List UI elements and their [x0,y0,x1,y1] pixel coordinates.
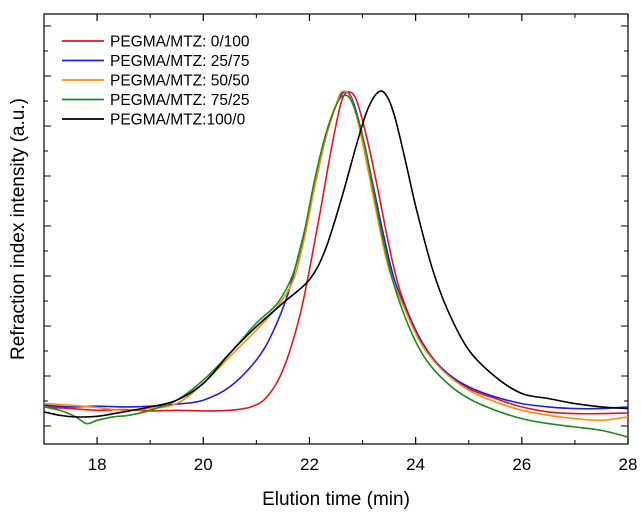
x-tick-label: 24 [406,455,425,474]
legend-label: PEGMA/MTZ: 50/50 [110,73,250,90]
x-axis-title: Elution time (min) [262,489,410,510]
y-axis-title: Refraction index intensity (a.u.) [8,98,29,360]
series-layer [43,90,629,438]
x-tick-label: 26 [512,455,531,474]
series-line-1 [43,91,629,415]
series-line-4 [43,94,629,438]
series-line-5 [43,90,629,418]
series-line-3 [43,90,629,422]
series-line-2 [43,90,629,410]
legend: PEGMA/MTZ: 0/100 PEGMA/MTZ: 25/75 PEGMA/MT… [62,34,250,129]
x-tick-label: 28 [619,455,638,474]
axis-ticks: 18 20 22 24 26 28 [43,14,638,474]
x-tick-label: 18 [88,455,107,474]
legend-label: PEGMA/MTZ: 75/25 [110,92,250,109]
x-tick-label: 20 [194,455,213,474]
plot-frame [43,13,629,445]
legend-label: PEGMA/MTZ: 0/100 [110,34,250,51]
legend-label: PEGMA/MTZ: 25/75 [110,53,250,70]
legend-label: PEGMA/MTZ:100/0 [110,112,246,129]
x-tick-label: 22 [300,455,319,474]
